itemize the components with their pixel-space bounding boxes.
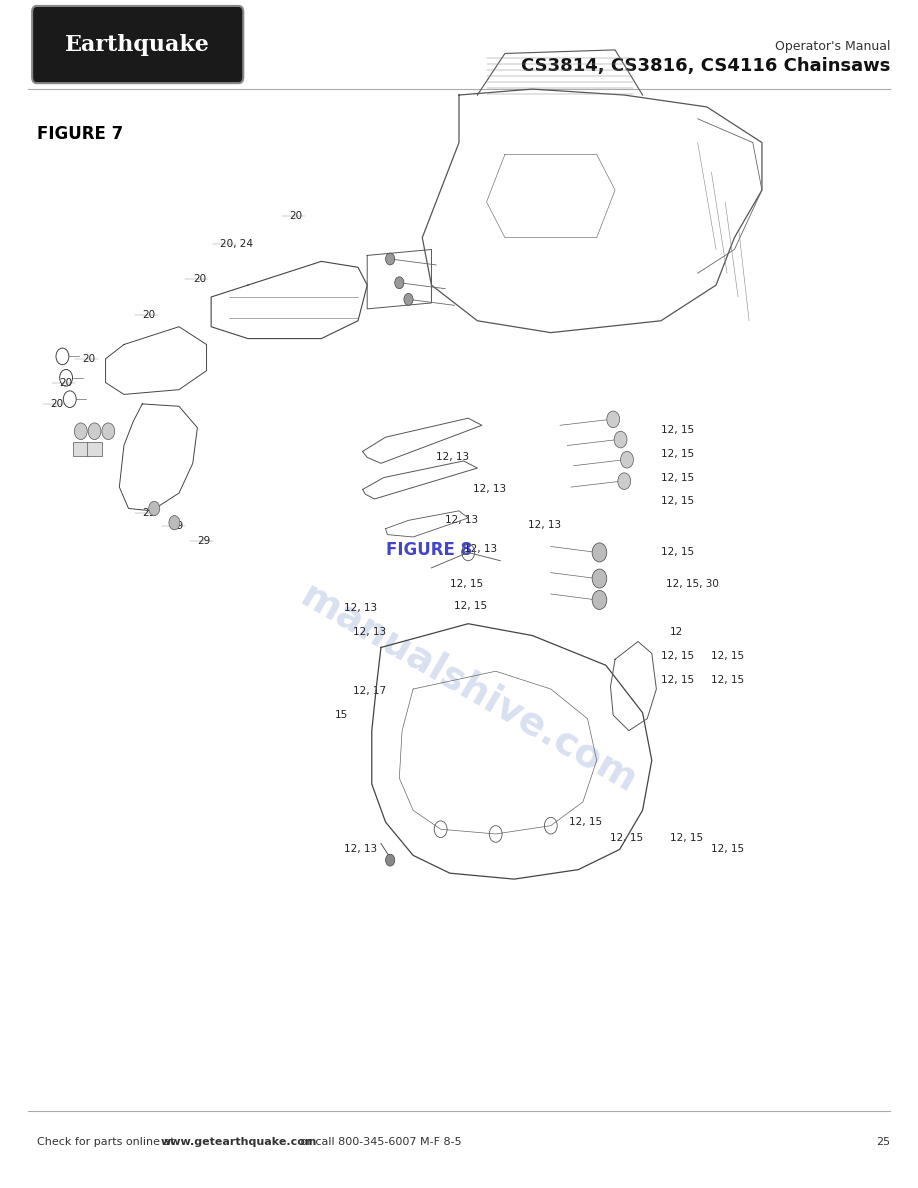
Text: FIGURE 7: FIGURE 7 <box>37 125 123 143</box>
FancyBboxPatch shape <box>32 6 243 83</box>
Text: 12, 15: 12, 15 <box>661 449 694 459</box>
Circle shape <box>386 253 395 265</box>
Text: 20: 20 <box>60 378 73 387</box>
Circle shape <box>592 590 607 609</box>
Text: 12, 15: 12, 15 <box>661 425 694 435</box>
Circle shape <box>607 411 620 428</box>
Text: 29: 29 <box>142 508 155 518</box>
Text: 12: 12 <box>670 627 683 637</box>
Text: 12, 15: 12, 15 <box>661 497 694 506</box>
Circle shape <box>621 451 633 468</box>
Text: 12, 15: 12, 15 <box>711 651 744 661</box>
Text: Check for parts online at: Check for parts online at <box>37 1137 178 1146</box>
Text: Operator's Manual: Operator's Manual <box>775 40 890 53</box>
Circle shape <box>404 293 413 305</box>
Text: or call 800-345-6007 M-F 8-5: or call 800-345-6007 M-F 8-5 <box>297 1137 461 1146</box>
Text: 12, 15: 12, 15 <box>711 845 744 854</box>
Circle shape <box>386 854 395 866</box>
Text: 12, 15: 12, 15 <box>661 651 694 661</box>
Text: Earthquake: Earthquake <box>65 33 210 56</box>
Text: 12, 15: 12, 15 <box>450 580 483 589</box>
Circle shape <box>149 501 160 516</box>
Text: 12, 13: 12, 13 <box>436 453 469 462</box>
Text: 12, 15, 30: 12, 15, 30 <box>666 580 719 589</box>
Circle shape <box>74 423 87 440</box>
Text: 12, 13: 12, 13 <box>445 516 478 525</box>
Text: 12, 13: 12, 13 <box>344 604 377 613</box>
Circle shape <box>592 569 607 588</box>
Text: www.getearthquake.com: www.getearthquake.com <box>161 1137 317 1146</box>
Text: FIGURE 8: FIGURE 8 <box>386 541 472 558</box>
Text: 20: 20 <box>142 310 155 320</box>
Circle shape <box>169 516 180 530</box>
Circle shape <box>395 277 404 289</box>
Text: 12, 15: 12, 15 <box>711 675 744 684</box>
Text: 12, 15: 12, 15 <box>661 548 694 557</box>
Text: 20: 20 <box>83 354 95 364</box>
Circle shape <box>618 473 631 489</box>
Text: 20: 20 <box>50 399 63 409</box>
Text: manualshive.com: manualshive.com <box>294 577 644 801</box>
Text: 12, 15: 12, 15 <box>661 675 694 684</box>
Bar <box>87 442 102 456</box>
Circle shape <box>614 431 627 448</box>
Text: 20: 20 <box>193 274 206 284</box>
Text: 12, 15: 12, 15 <box>670 833 703 842</box>
Text: 12, 17: 12, 17 <box>353 687 386 696</box>
Text: 15: 15 <box>335 710 348 720</box>
Text: 29: 29 <box>170 522 183 531</box>
Text: 12, 13: 12, 13 <box>528 520 561 530</box>
Bar <box>73 442 88 456</box>
Text: CS3814, CS3816, CS4116 Chainsaws: CS3814, CS3816, CS4116 Chainsaws <box>521 57 890 75</box>
Text: 20: 20 <box>289 211 302 221</box>
Text: 12, 13: 12, 13 <box>353 627 386 637</box>
Text: 12, 15: 12, 15 <box>569 817 602 827</box>
Circle shape <box>88 423 101 440</box>
Circle shape <box>592 543 607 562</box>
Circle shape <box>102 423 115 440</box>
Text: 29: 29 <box>197 536 210 545</box>
Text: 12, 13: 12, 13 <box>473 485 506 494</box>
Text: 12, 15: 12, 15 <box>454 601 487 611</box>
Text: 12, 15: 12, 15 <box>661 473 694 482</box>
Text: 12, 13: 12, 13 <box>344 845 377 854</box>
Text: 12, 15: 12, 15 <box>610 833 644 842</box>
Text: 20, 24: 20, 24 <box>220 239 253 248</box>
Text: 25: 25 <box>877 1137 890 1146</box>
Text: 12, 13: 12, 13 <box>464 544 497 554</box>
